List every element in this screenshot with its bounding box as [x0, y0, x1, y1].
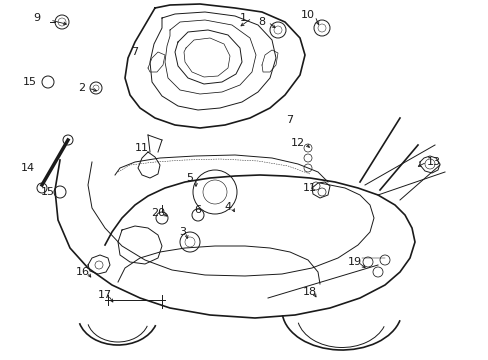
Text: 4: 4: [224, 202, 231, 212]
Text: 12: 12: [290, 138, 305, 148]
Text: 3: 3: [179, 227, 186, 237]
Text: 11: 11: [135, 143, 149, 153]
Text: 13: 13: [426, 157, 440, 167]
Text: 20: 20: [151, 208, 165, 218]
Text: 2: 2: [78, 83, 85, 93]
Text: 8: 8: [258, 17, 265, 27]
Text: 11: 11: [303, 183, 316, 193]
Text: 17: 17: [98, 290, 112, 300]
Text: 7: 7: [131, 47, 138, 57]
Text: 5: 5: [186, 173, 193, 183]
Text: 18: 18: [303, 287, 316, 297]
Text: 7: 7: [286, 115, 293, 125]
Text: 16: 16: [76, 267, 90, 277]
Text: 10: 10: [301, 10, 314, 20]
Text: 1: 1: [239, 13, 246, 23]
Text: 14: 14: [21, 163, 35, 173]
Text: 15: 15: [41, 187, 55, 197]
Text: 19: 19: [347, 257, 361, 267]
Text: 9: 9: [33, 13, 41, 23]
Text: 6: 6: [194, 205, 201, 215]
Text: 15: 15: [23, 77, 37, 87]
